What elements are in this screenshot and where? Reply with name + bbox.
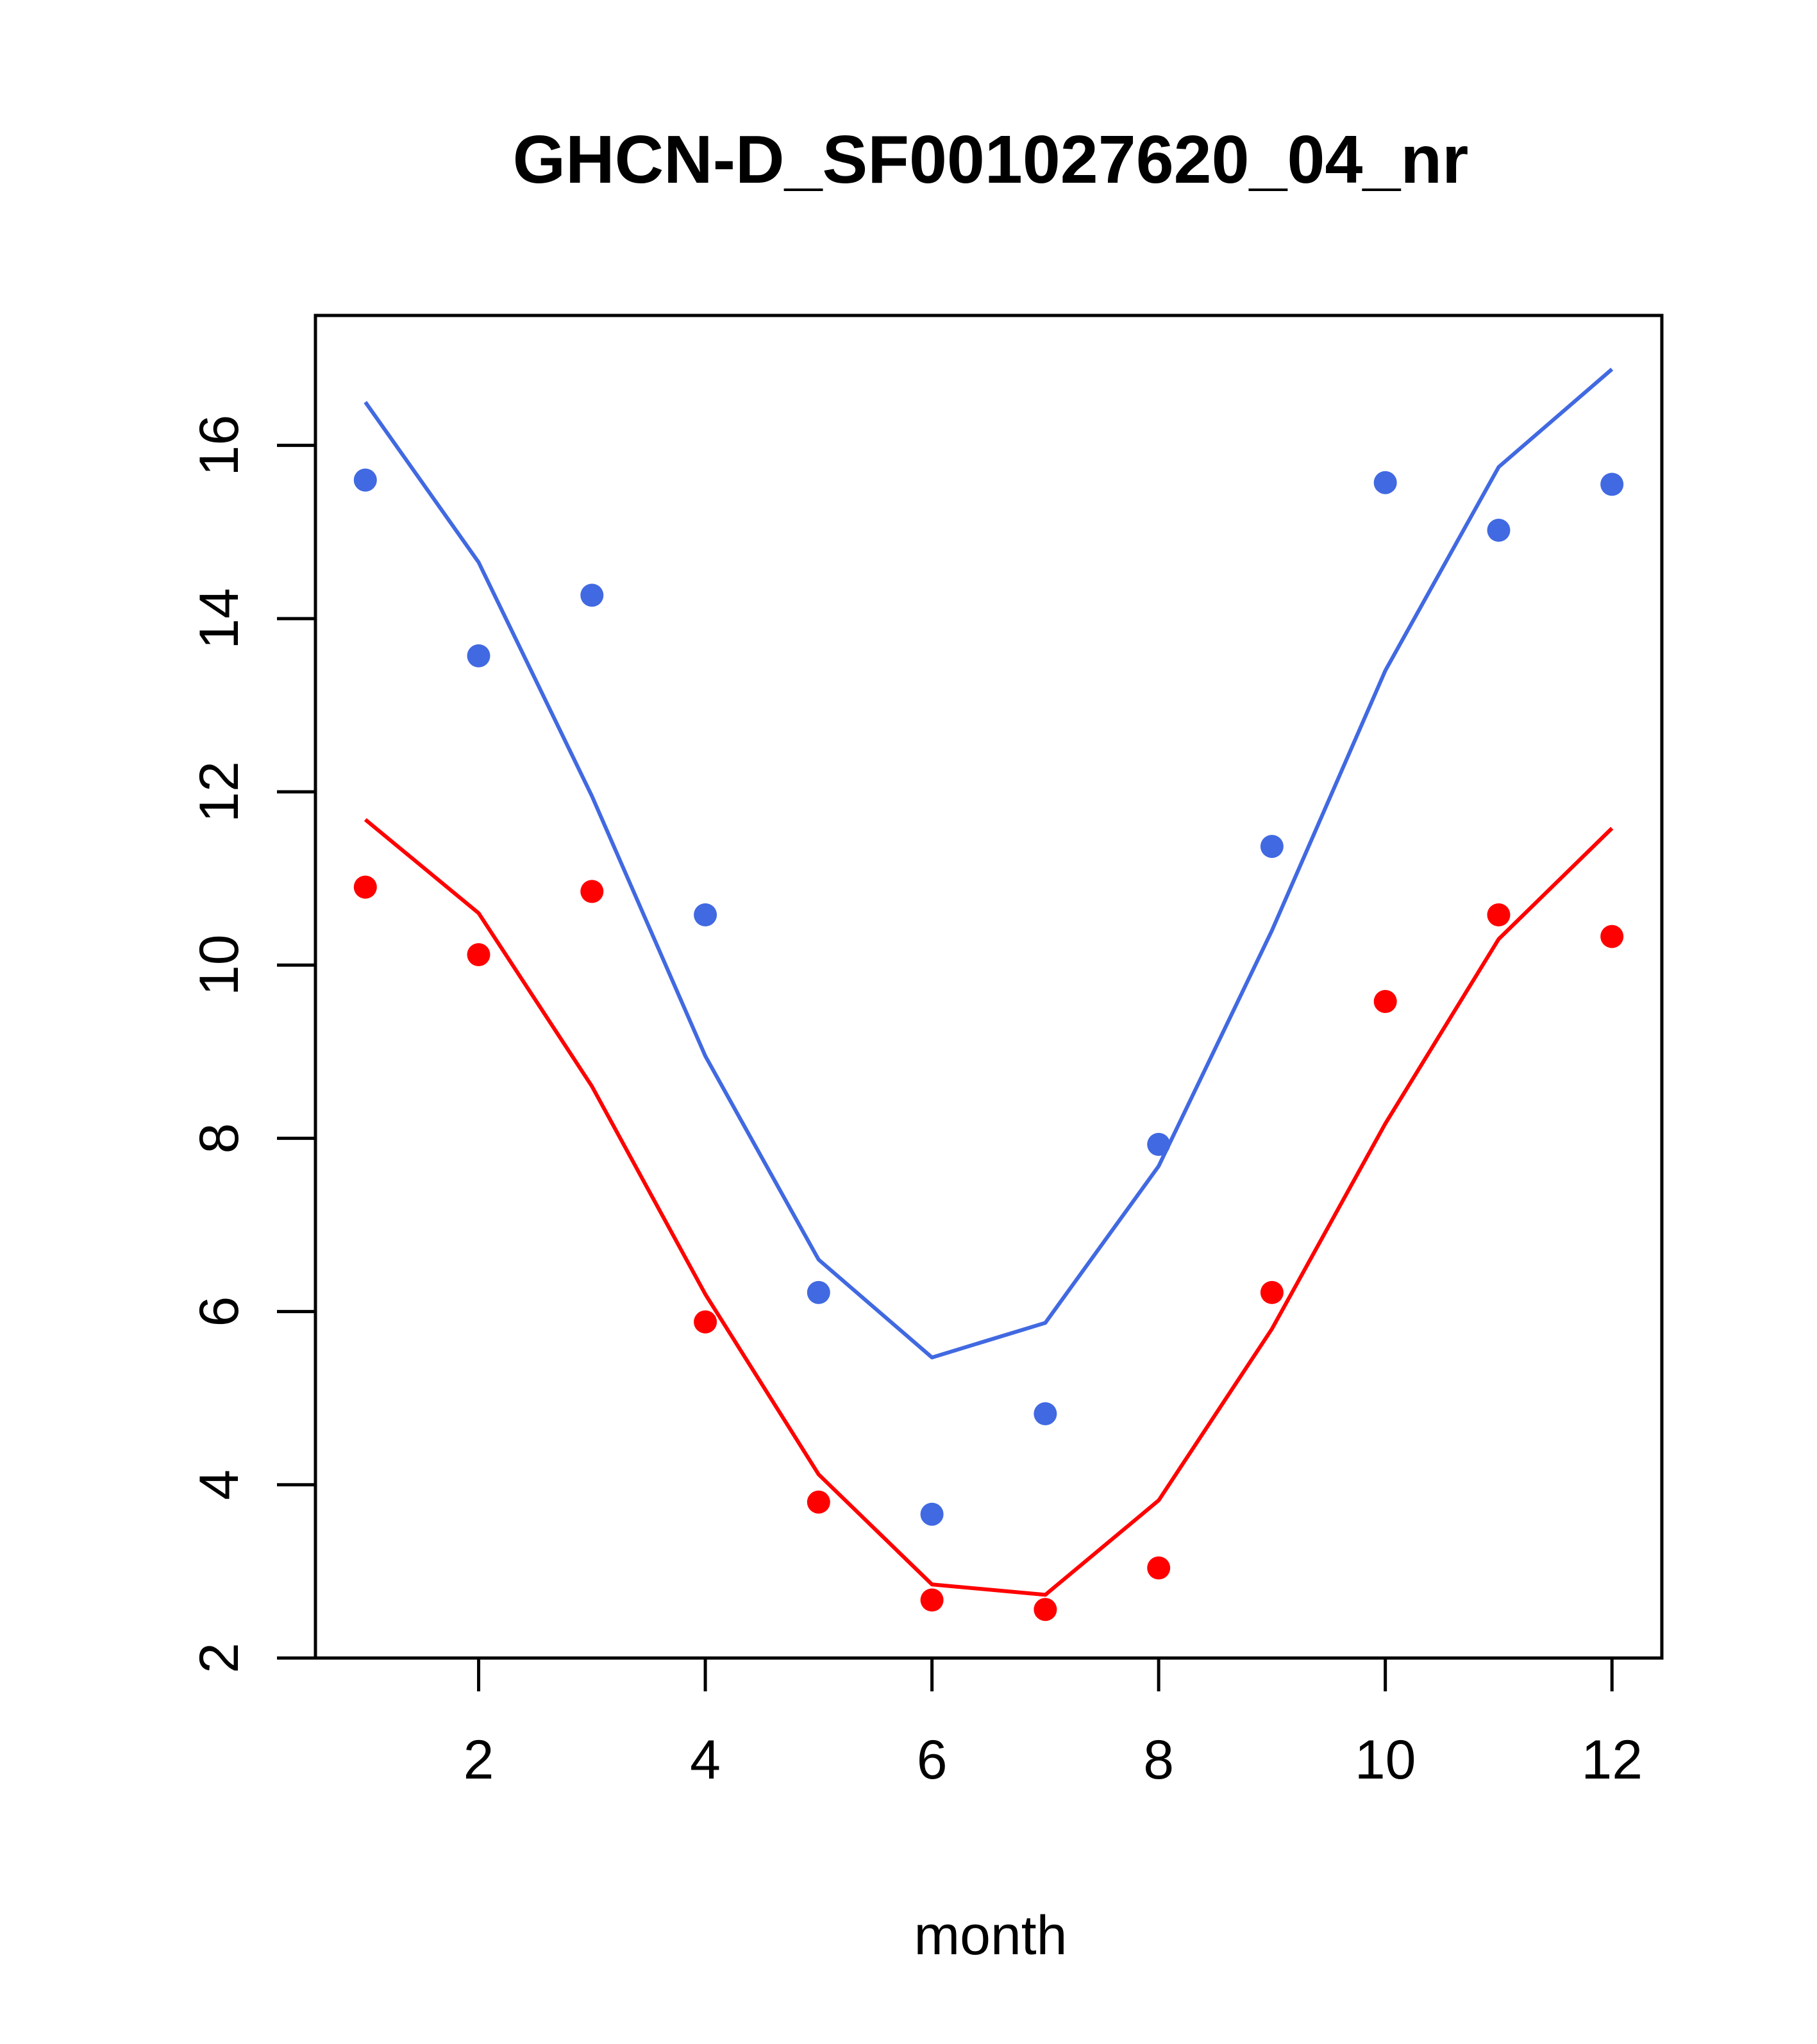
x-axis: 2 4 6 8 10 12 xyxy=(464,1656,1643,1791)
y-tick-label: 6 xyxy=(188,1296,250,1327)
y-tick-label: 4 xyxy=(188,1470,250,1500)
series-2-point xyxy=(1373,990,1397,1013)
y-tick-label: 16 xyxy=(188,415,250,476)
x-tick-label: 6 xyxy=(917,1729,948,1791)
series-2-line xyxy=(364,817,1614,1597)
series-2-point xyxy=(1034,1598,1057,1621)
y-tick-label: 12 xyxy=(188,761,250,823)
series-1-point xyxy=(1034,1402,1057,1425)
series-1-point xyxy=(1600,473,1624,496)
series-1-point xyxy=(1260,835,1284,859)
y-tick-label: 10 xyxy=(188,934,250,996)
y-axis: 2 4 6 8 10 12 14 16 xyxy=(188,415,317,1673)
plot-area xyxy=(353,367,1624,1621)
y-tick-label: 2 xyxy=(188,1643,250,1673)
series-1-point xyxy=(1373,471,1397,494)
y-tick-label: 8 xyxy=(188,1123,250,1153)
series-2-point xyxy=(807,1490,830,1514)
x-tick-label: 10 xyxy=(1355,1729,1416,1791)
chart-title: GHCN-D_SF001027620_04_nr xyxy=(513,122,1469,197)
series-2-point xyxy=(467,943,490,966)
series-2-point xyxy=(1260,1280,1284,1304)
series-2-point xyxy=(1600,925,1624,948)
series-2-point xyxy=(580,880,604,903)
x-tick-label: 8 xyxy=(1143,1729,1174,1791)
series-1-point xyxy=(694,903,717,926)
x-axis-label: month xyxy=(914,1905,1067,1966)
series-2-point xyxy=(353,875,377,899)
series-1-point xyxy=(1147,1132,1171,1156)
series-2-point xyxy=(920,1588,944,1612)
series-2-point xyxy=(694,1310,717,1334)
series-2-point xyxy=(1487,903,1511,926)
series-1-point xyxy=(920,1502,944,1526)
x-tick-label: 2 xyxy=(464,1729,494,1791)
x-tick-label: 4 xyxy=(690,1729,721,1791)
y-tick-label: 14 xyxy=(188,588,250,649)
series-1-point xyxy=(353,468,377,492)
plot-frame xyxy=(314,314,1664,1660)
series-1-point xyxy=(1487,519,1511,542)
series-1-point xyxy=(580,583,604,607)
series-2-point xyxy=(1147,1556,1171,1580)
series-1-line xyxy=(364,367,1614,1360)
x-tick-label: 12 xyxy=(1581,1729,1643,1791)
series-1-point xyxy=(467,644,490,667)
series-1-point xyxy=(807,1280,830,1304)
